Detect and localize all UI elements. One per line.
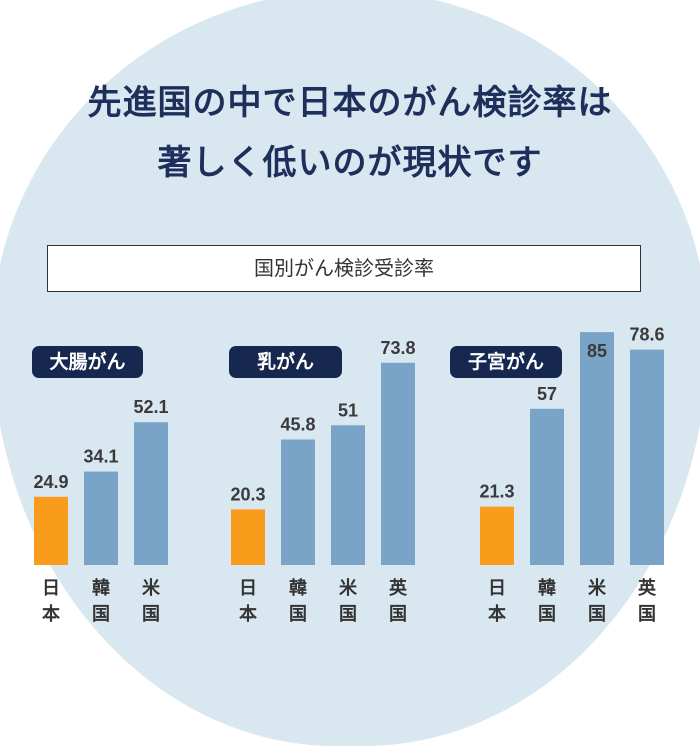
data-label: 57 xyxy=(537,384,557,404)
data-label: 20.3 xyxy=(230,484,265,504)
category-label: 国 xyxy=(142,604,160,625)
group-title-breast: 乳がん xyxy=(229,346,342,378)
category-label: 英 xyxy=(388,577,408,599)
chart-subtitle: 国別がん検診受診率 xyxy=(47,245,641,292)
category-label: 国 xyxy=(289,604,307,625)
bar xyxy=(34,496,68,565)
category-label: 国 xyxy=(92,604,110,625)
category-label: 英 xyxy=(637,577,657,599)
category-label: 国 xyxy=(339,604,357,625)
data-label: 24.9 xyxy=(33,472,68,492)
bar xyxy=(530,408,564,565)
category-label: 国 xyxy=(389,604,407,625)
bar xyxy=(134,422,168,565)
category-label: 日 xyxy=(239,578,257,599)
bar xyxy=(281,439,315,565)
category-label: 米 xyxy=(588,577,607,599)
data-label: 73.8 xyxy=(380,338,415,358)
category-label: 本 xyxy=(488,603,506,625)
data-label: 21.3 xyxy=(479,482,514,502)
headline-line-1: 先進国の中で日本のがん検診率は xyxy=(87,83,613,123)
data-label: 78.6 xyxy=(629,325,664,345)
category-label: 米 xyxy=(142,577,161,599)
data-label: 52.1 xyxy=(133,397,168,417)
bar xyxy=(580,332,614,565)
bar xyxy=(480,506,514,565)
data-label: 85 xyxy=(587,341,607,361)
category-label: 日 xyxy=(42,578,60,599)
bar xyxy=(331,425,365,565)
bar xyxy=(381,362,415,565)
headline-line-2: 著しく低いのが現状です xyxy=(157,143,543,183)
group-title-cervical: 子宮がん xyxy=(450,346,562,378)
category-label: 本 xyxy=(239,603,257,625)
category-label: 本 xyxy=(42,603,60,625)
category-label: 国 xyxy=(588,604,606,625)
data-label: 45.8 xyxy=(280,415,315,435)
category-label: 韓 xyxy=(92,577,110,599)
bar xyxy=(630,349,664,565)
category-label: 韓 xyxy=(289,577,307,599)
category-label: 日 xyxy=(488,578,506,599)
category-label: 米 xyxy=(339,577,358,599)
group-title-colorectal: 大腸がん xyxy=(32,346,143,378)
bar xyxy=(231,509,265,565)
bar xyxy=(84,471,118,565)
data-label: 34.1 xyxy=(83,447,118,467)
category-label: 国 xyxy=(538,604,556,625)
data-label: 51 xyxy=(338,400,358,420)
category-label: 韓 xyxy=(538,577,556,599)
category-label: 国 xyxy=(638,604,656,625)
